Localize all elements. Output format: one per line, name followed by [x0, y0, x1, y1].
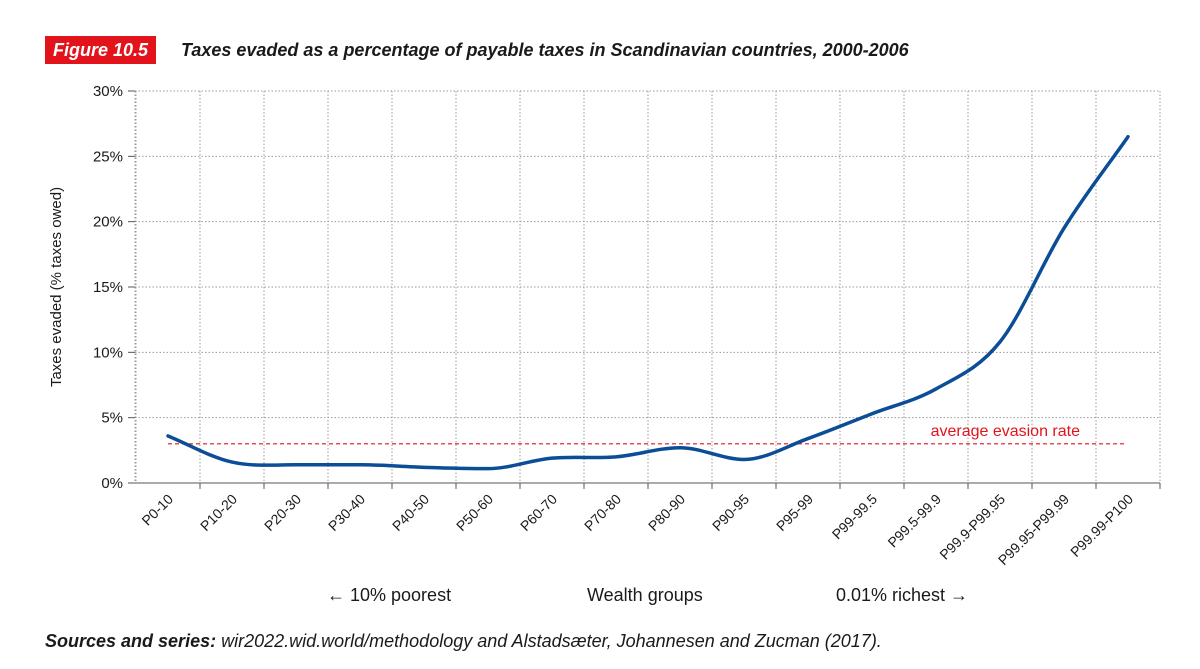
- y-axis: 0% 5% 10% 15% 20% 25% 30%: [93, 83, 135, 492]
- x-axis-label: Wealth groups: [587, 585, 703, 605]
- x-tick-label: P40-50: [389, 491, 432, 534]
- richest-annotation: 0.01% richest →: [836, 585, 969, 605]
- x-tick-label: P80-90: [645, 491, 688, 534]
- series-line: [166, 134, 1130, 471]
- figure-title: Taxes evaded as a percentage of payable …: [181, 40, 909, 60]
- x-axis: P0-10 P10-20 P20-30 P30-40 P40-50 P50-60 P60-7…: [138, 483, 1161, 568]
- x-tick-label: P20-30: [261, 491, 304, 534]
- y-tick-label: 15%: [93, 279, 123, 296]
- x-tick-label: P99.9-P99.95: [936, 491, 1008, 563]
- data-point: [678, 446, 682, 450]
- average-evasion-label: average evasion rate: [931, 423, 1081, 440]
- data-point: [230, 460, 234, 464]
- y-tick-label: 30%: [93, 83, 123, 100]
- data-point: [294, 463, 298, 467]
- y-tick-label: 5%: [101, 410, 123, 427]
- data-point: [550, 456, 554, 460]
- data-point: [1126, 135, 1130, 139]
- x-tick-label: P30-40: [325, 491, 368, 534]
- sources-text: wir2022.wid.world/methodology and Alstad…: [216, 631, 882, 651]
- sources-note: Sources and series: wir2022.wid.world/me…: [45, 629, 882, 653]
- poorest-annotation: ← 10% poorest: [327, 585, 452, 605]
- x-tick-label: P10-20: [197, 491, 240, 534]
- y-tick-label: 10%: [93, 344, 123, 361]
- data-point: [422, 465, 426, 469]
- data-point: [934, 387, 938, 391]
- data-point: [870, 412, 874, 416]
- figure-badge: Figure 10.5: [45, 36, 156, 64]
- data-point: [742, 457, 746, 461]
- data-point: [166, 434, 170, 438]
- data-point: [998, 340, 1002, 344]
- x-tick-label: P50-60: [453, 491, 496, 534]
- y-axis-label: Taxes evaded (% taxes owed): [48, 187, 65, 387]
- y-tick-label: 25%: [93, 148, 123, 165]
- data-point: [614, 455, 618, 459]
- y-tick-label: 0%: [101, 475, 123, 492]
- x-tick-label: P99.99-P100: [1067, 491, 1136, 560]
- data-point: [358, 463, 362, 467]
- x-tick-label: P95-99: [773, 491, 816, 534]
- data-point: [486, 467, 490, 471]
- data-point: [806, 437, 810, 441]
- x-tick-label: P90-95: [709, 491, 752, 534]
- x-tick-label: P0-10: [138, 491, 176, 529]
- y-tick-label: 20%: [93, 214, 123, 231]
- x-tick-label: P99-99.5: [829, 491, 881, 543]
- sources-label: Sources and series:: [45, 631, 217, 651]
- x-tick-label: P60-70: [517, 491, 560, 534]
- x-tick-label: P99.5-99.9: [884, 491, 944, 551]
- data-point: [1062, 226, 1066, 230]
- x-tick-label: P70-80: [581, 491, 624, 534]
